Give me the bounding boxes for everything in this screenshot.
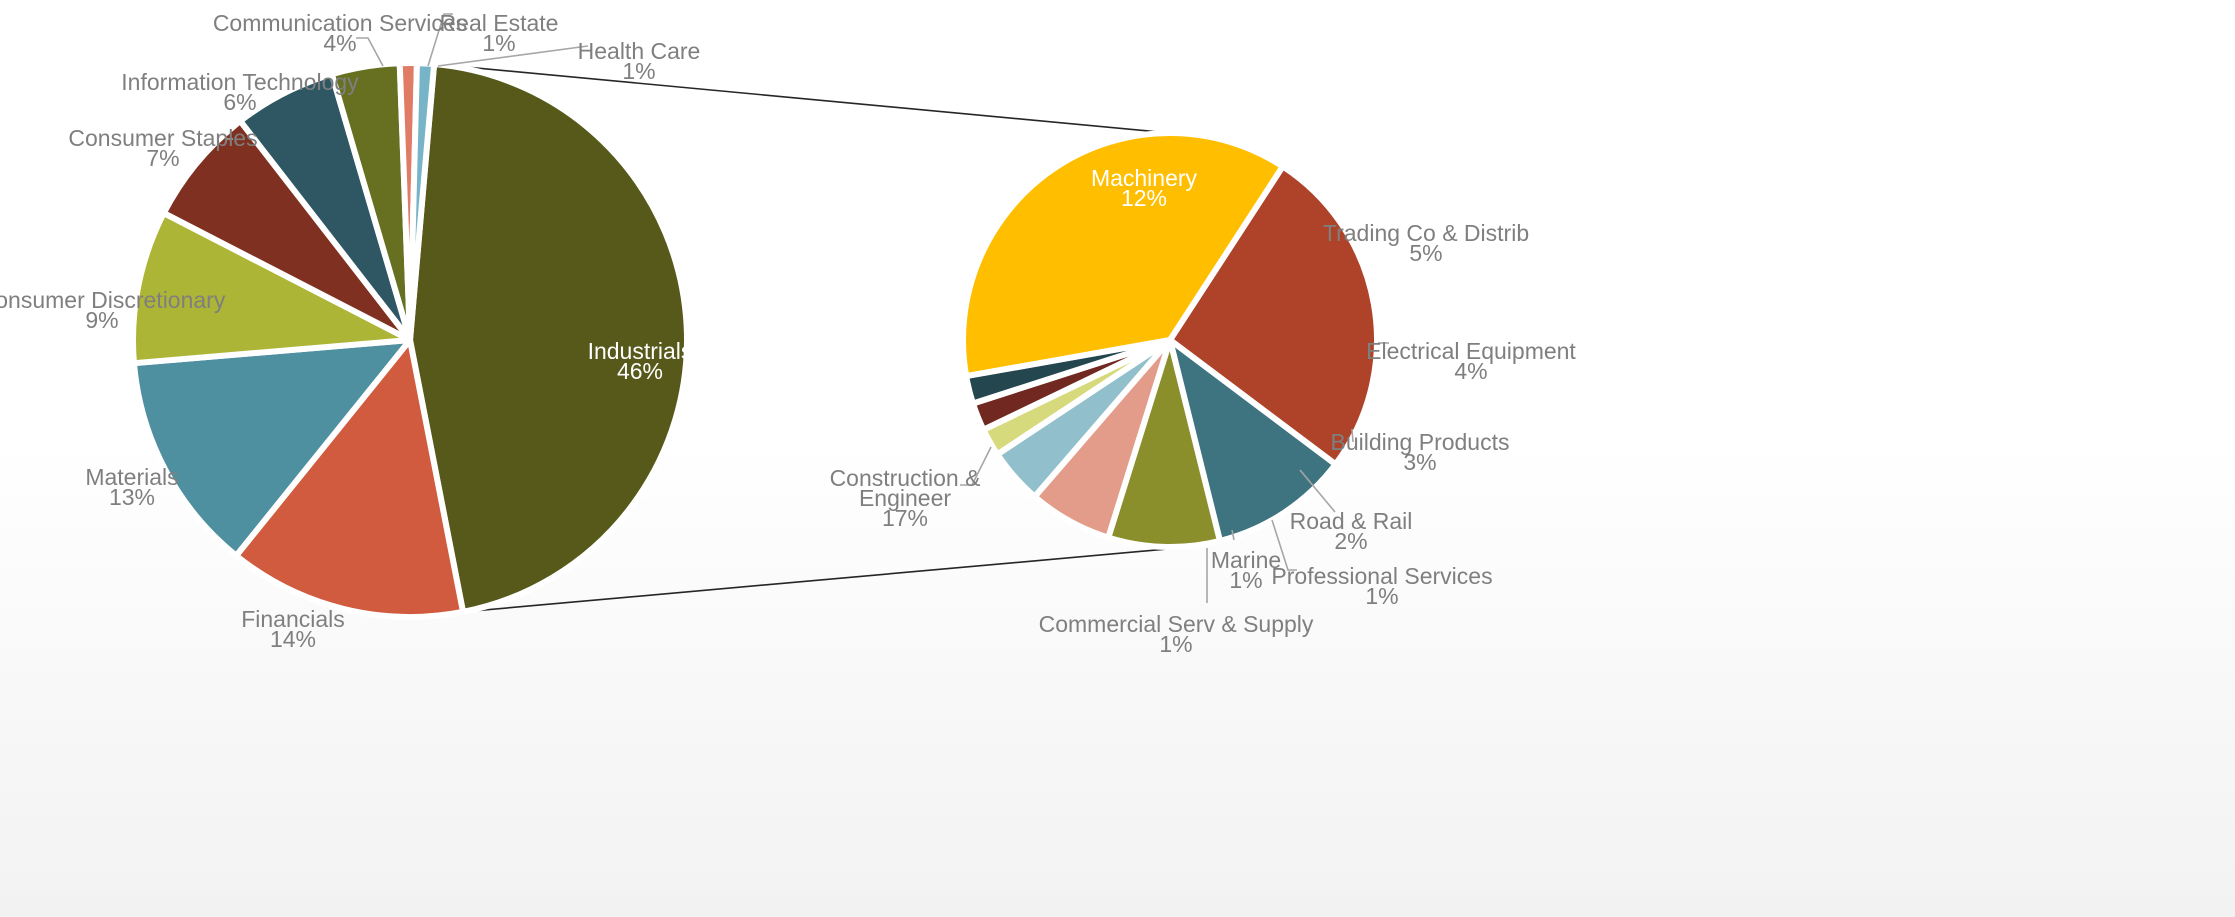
data-label-building-products: Building Products 3%	[1331, 429, 1510, 475]
pie-slice-financials	[233, 337, 467, 620]
leader-line-building-products	[1351, 428, 1354, 443]
pie-slice-construction-and-engineer	[960, 130, 1286, 380]
connector-line-bottom	[462, 546, 1191, 613]
leader-line-professional-services	[1271, 519, 1297, 571]
pie-slice-consumer-discretionary	[130, 210, 413, 367]
data-label-health-care: Health Care 1%	[578, 38, 701, 84]
data-label-communication-services: Communication Services 4%	[213, 10, 467, 56]
leader-line-road-and-rail	[1299, 469, 1336, 513]
pie-slice-machinery	[1167, 163, 1380, 468]
data-label-commercial-serv-and-supply: Commercial Serv & Supply 1%	[1039, 611, 1314, 657]
data-label-consumer-staples: Consumer Staples 7%	[68, 125, 257, 171]
data-label-professional-services: Professional Services 1%	[1271, 563, 1492, 609]
leader-line-real-estate	[427, 13, 453, 67]
data-label-electrical-equipment: Electrical Equipment 4%	[1366, 338, 1576, 384]
leader-line-construction-and-engineer	[960, 446, 992, 486]
data-label-marine: Marine 1%	[1211, 547, 1281, 593]
data-label-information-technology: Information Technology 6%	[121, 69, 359, 115]
connector-line-top	[434, 63, 1171, 134]
pie-slice-health-care	[407, 60, 438, 343]
data-label-machinery: Machinery 12%	[1091, 165, 1198, 211]
sub-pie	[960, 130, 1380, 550]
data-label-industrials: Industrials 46%	[588, 338, 693, 384]
leader-line-marine	[1231, 529, 1235, 541]
data-label-real-estate: Real Estate 1%	[440, 10, 559, 56]
data-label-construction-and-engineer: Construction & Engineer 17%	[830, 465, 981, 531]
leader-line-health-care	[437, 45, 589, 67]
data-label-trading-co-and-distrib: Trading Co & Distrib 5%	[1323, 220, 1529, 266]
pie-slice-industrials	[407, 61, 690, 615]
pie-slice-electrical-equipment	[1105, 337, 1223, 550]
data-label-financials: Financials 14%	[241, 606, 345, 652]
data-label-consumer-discretionary: Consumer Discretionary 9%	[0, 287, 226, 333]
data-labels: Industrials 46% Financials 14% Materials 13% C…	[0, 10, 1576, 657]
data-label-road-and-rail: Road & Rail 2%	[1290, 508, 1413, 554]
main-pie	[130, 60, 690, 620]
leader-line-communication-services	[356, 37, 384, 67]
data-label-materials: Materials 13%	[85, 464, 178, 510]
pie-slice-materials	[130, 337, 413, 559]
leader-lines	[225, 13, 1389, 603]
pie-slice-trading-co-and-distrib	[1167, 337, 1339, 544]
connector-lines	[434, 63, 1191, 613]
